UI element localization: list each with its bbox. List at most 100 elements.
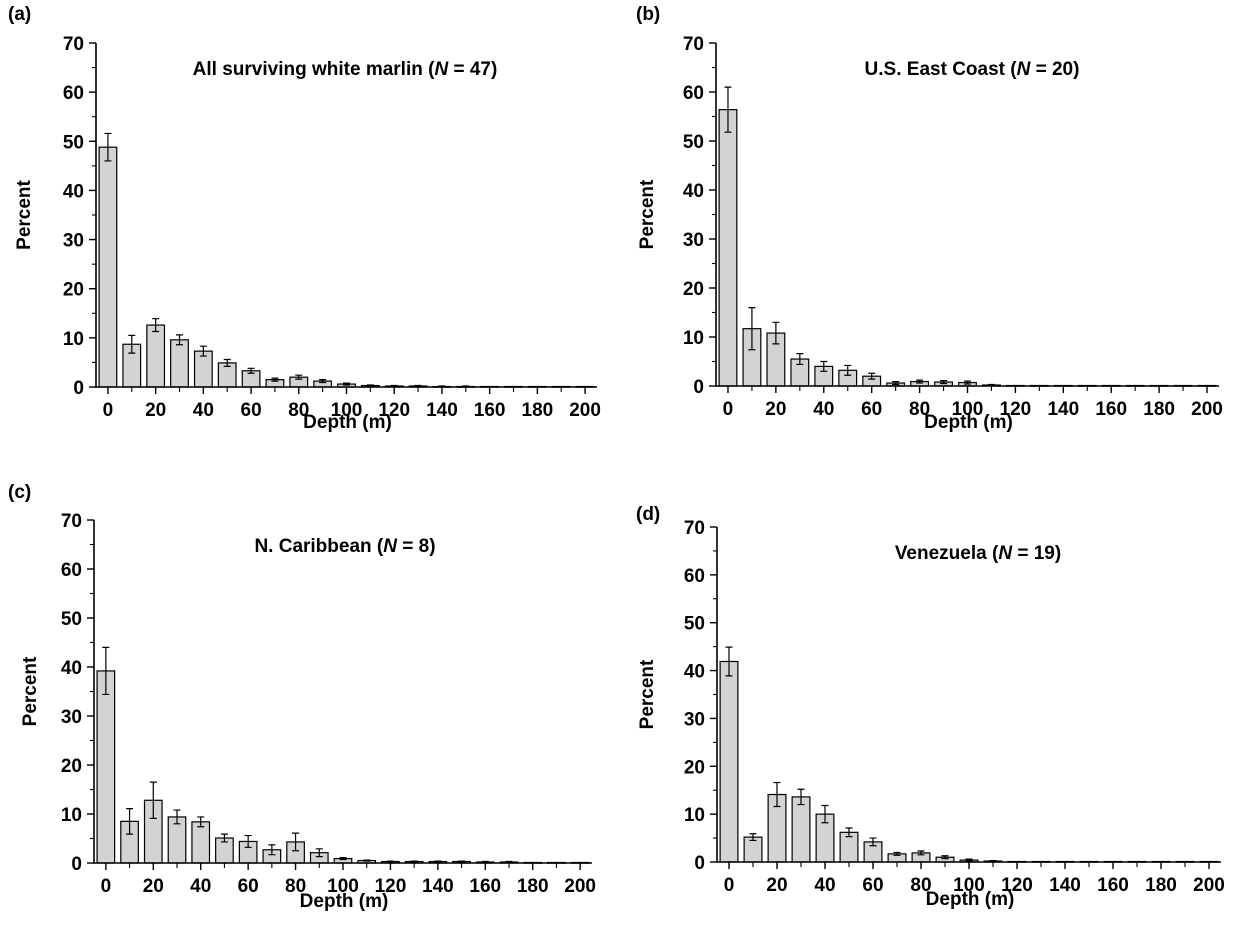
panel-c-errorbar-90 [315, 848, 323, 858]
panel-a-y-tick-label-40: 40 [63, 181, 84, 202]
panel-a-y-tick-label-70: 70 [63, 34, 84, 55]
panel-a-errorbar-100 [343, 382, 350, 386]
panel-d-errorbar-100 [965, 858, 973, 862]
panel-d-x-tick-label-100: 100 [953, 875, 985, 896]
panel-c-errorbar-0 [102, 646, 110, 696]
panel-a-x-tick-label-200: 200 [569, 400, 601, 421]
panel-b-x-tick-label-120: 120 [1000, 399, 1032, 420]
panel-d-errorbar-90 [941, 855, 949, 860]
panel-b-x-tick-label-100: 100 [952, 399, 984, 420]
panel-a-y-tick-label-10: 10 [63, 329, 84, 350]
panel-b-y-tick-label-0: 0 [693, 377, 704, 398]
panel-d-errorbar-30 [797, 788, 805, 806]
panel-c-y-tick-label-0: 0 [71, 854, 82, 875]
panel-a-errorbar-40 [199, 345, 207, 357]
panel-a-x-tick-label-120: 120 [378, 400, 410, 421]
panel-c-errorbar-140 [434, 860, 442, 863]
panel-a-x-tick-label-0: 0 [103, 400, 114, 421]
panel-b-title-suffix: = 20) [1030, 59, 1079, 80]
panel-d-errorbar-10 [749, 833, 757, 842]
panel-c-title-suffix: = 8) [397, 536, 436, 557]
panel-d-title-suffix: = 19) [1012, 543, 1061, 564]
panel-b-x-tick-label-40: 40 [813, 399, 834, 420]
panel-a-y-tick-label-50: 50 [63, 132, 84, 153]
panel-a-title: All surviving white marlin (N = 47) [193, 59, 498, 80]
panel-c-x-tick-label-40: 40 [190, 876, 211, 897]
panel-d-errorbar-0 [725, 646, 733, 677]
panel-b-errorbar-100 [964, 380, 971, 385]
panel-d-label: (d) [636, 504, 660, 525]
panel-c-y-tick-label-30: 30 [61, 707, 82, 728]
panel-a-label: (a) [8, 4, 31, 25]
panel-a-y-tick-label-0: 0 [73, 378, 84, 399]
panel-b-y-axis-title: Percent [637, 179, 658, 249]
panel-d-x-tick-label-80: 80 [910, 875, 931, 896]
panel-d-title-prefix: Venezuela ( [895, 543, 999, 564]
panel-a-x-axis-title: Depth (m) [303, 412, 392, 433]
panel-b-errorbar-0 [724, 86, 732, 133]
panel-d-x-axis-title: Depth (m) [926, 889, 1015, 910]
panel-c-x-tick-label-180: 180 [517, 876, 549, 897]
panel-a-errorbar-0 [104, 132, 112, 162]
panel-c-x-tick-label-160: 160 [469, 876, 501, 897]
panel-a-x-tick-label-80: 80 [288, 400, 309, 421]
panel-c-errorbar-60 [244, 834, 252, 848]
panel-a-errorbar-50 [223, 358, 231, 367]
panel-a-bar-0 [98, 146, 118, 388]
panel-a-x-tick-label-20: 20 [145, 400, 166, 421]
panel-c-bar-40 [191, 821, 211, 864]
panel-b-x-tick-label-0: 0 [723, 399, 734, 420]
panel-a-title-n: N [434, 59, 449, 80]
panel-b-y-tick-label-50: 50 [683, 132, 704, 153]
panel-a-errorbar-60 [247, 367, 255, 374]
panel-d-y-tick-label-10: 10 [684, 805, 705, 826]
panel-c-x-axis-title: Depth (m) [300, 891, 389, 912]
panel-c-errorbar-50 [220, 833, 228, 843]
panel-c-title-n: N [383, 536, 398, 557]
panel-d-errorbar-80 [917, 850, 925, 856]
panel-b-y-tick-label-40: 40 [683, 181, 704, 202]
panel-a-x-tick-label-160: 160 [474, 400, 506, 421]
panel-c-errorbar-10 [126, 808, 134, 835]
panel-c-y-tick-label-10: 10 [61, 805, 82, 826]
panel-a-bar-30 [170, 339, 189, 388]
panel-b-errorbar-70 [892, 380, 900, 386]
panel-b-y-tick-label-30: 30 [683, 230, 704, 251]
panel-d-x-tick-label-120: 120 [1001, 875, 1033, 896]
panel-a-x-tick-label-60: 60 [241, 400, 262, 421]
panel-a-y-tick-label-20: 20 [63, 280, 84, 301]
panel-b-errorbar-10 [748, 307, 756, 351]
panel-d-x-tick-label-60: 60 [862, 875, 883, 896]
panel-a-errorbar-10 [128, 334, 136, 354]
panel-c: (c) N. Caribbean (N = 8) 0 10 20 30 40 50 60 70 0 2… [8, 482, 596, 912]
panel-c-errorbar-20 [149, 781, 157, 820]
panel-d-title-n: N [998, 543, 1013, 564]
panel-b-x-tick-label-160: 160 [1095, 399, 1127, 420]
panel-b-x-tick-label-140: 140 [1047, 399, 1079, 420]
panel-b-errorbar-40 [820, 360, 828, 372]
panel-d-errorbar-70 [893, 851, 901, 856]
panel-c-x-tick-label-120: 120 [375, 876, 407, 897]
panel-c-y-axis-title: Percent [20, 656, 41, 726]
panel-c-errorbar-80 [292, 832, 300, 852]
panel-d-errorbar-60 [869, 837, 877, 847]
panel-b-bar-0 [718, 109, 738, 387]
panel-d-y-axis-title: Percent [637, 659, 658, 729]
panel-a-y-tick-label-30: 30 [63, 231, 84, 252]
panel-a-title-suffix: = 47) [448, 59, 497, 80]
panel-d-y-tick-label-20: 20 [684, 757, 705, 778]
panel-b-y-tick-label-60: 60 [683, 83, 704, 104]
panel-a-y-axis-title: Percent [14, 179, 35, 249]
panel-c-title-prefix: N. Caribbean ( [254, 536, 383, 557]
panel-a-errorbar-90 [319, 379, 327, 384]
panel-b-title-n: N [1017, 59, 1032, 80]
panel-c-errorbar-40 [197, 816, 205, 828]
panel-b: (b) U.S. East Coast (N = 20) 0 10 20 30 40 50 60… [636, 4, 1223, 433]
panel-a-title-prefix: All surviving white marlin ( [193, 59, 435, 80]
panel-d-x-tick-label-200: 200 [1193, 875, 1225, 896]
panel-c-title: N. Caribbean (N = 8) [254, 536, 435, 557]
panel-d-y-tick-label-70: 70 [684, 518, 705, 539]
panel-b-x-tick-label-20: 20 [765, 399, 786, 420]
panel-b-x-tick-label-80: 80 [909, 399, 930, 420]
